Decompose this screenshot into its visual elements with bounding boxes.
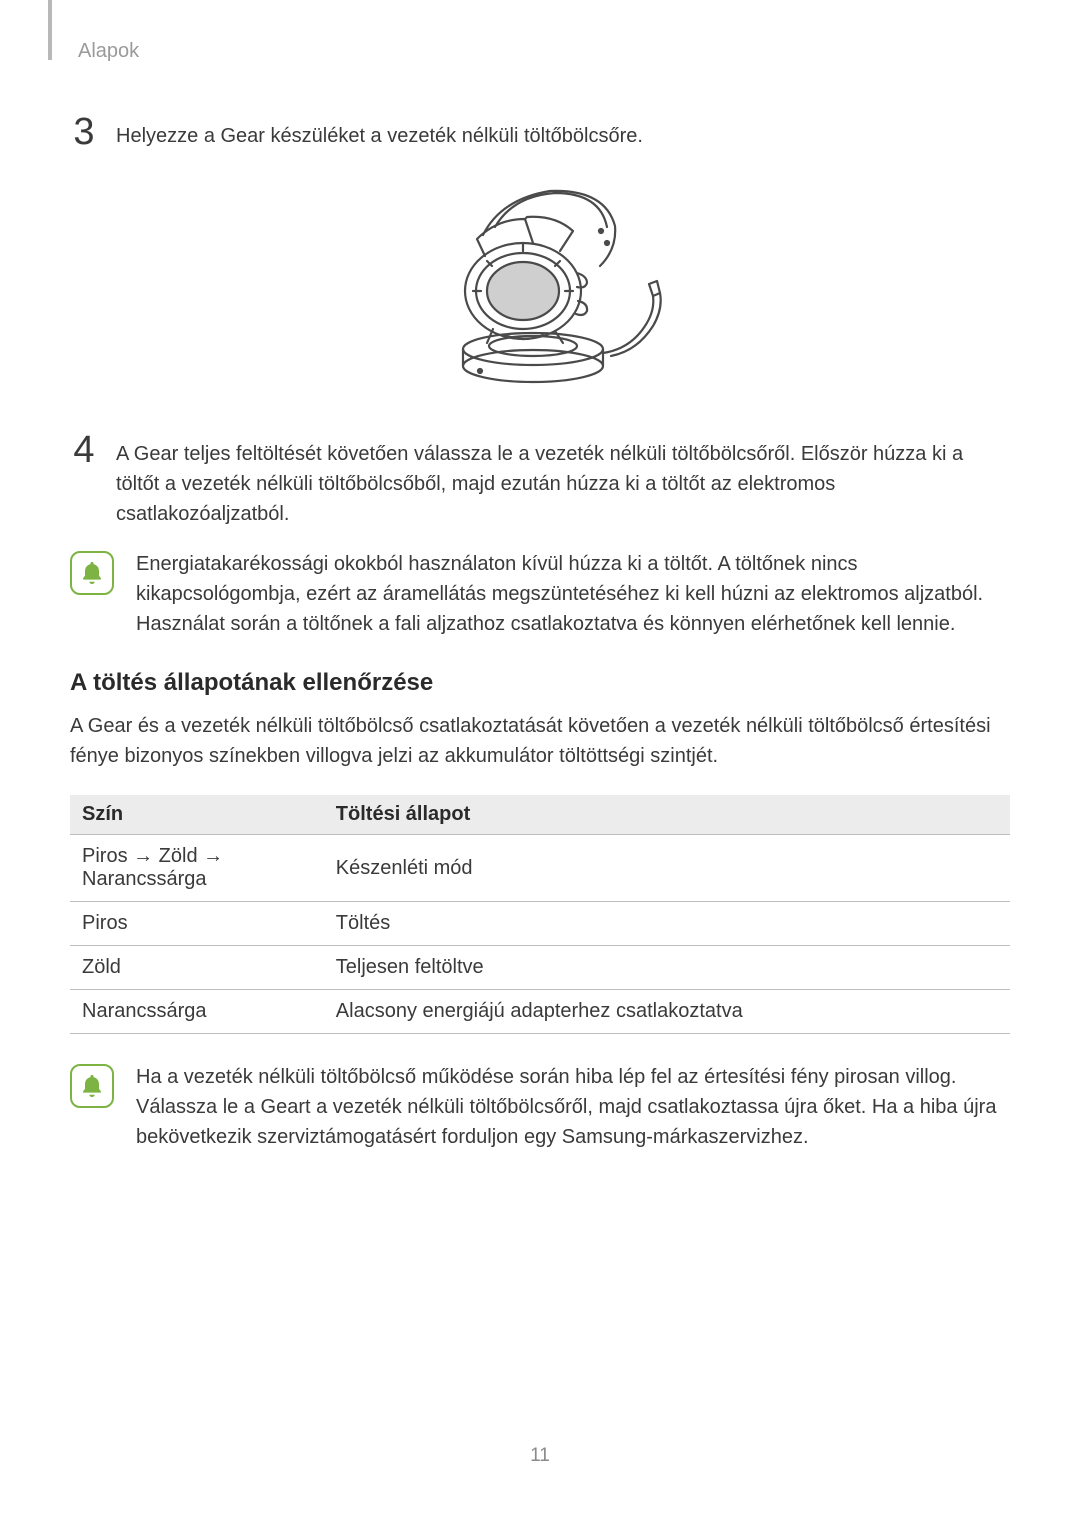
step-text: Helyezze a Gear készüléket a vezeték nél… (116, 113, 643, 151)
step-number: 4 (70, 431, 98, 469)
page-content: Alapok 3 Helyezze a Gear készüléket a ve… (0, 0, 1080, 1152)
cell-status: Teljesen feltöltve (324, 946, 1010, 990)
charging-status-heading: A töltés állapotának ellenőrzése (70, 669, 1010, 697)
step-text: A Gear teljes feltöltését követően válas… (116, 431, 1010, 529)
table-row: Piros → Zöld → Narancssárga Készenléti m… (70, 835, 1010, 902)
cell-color: Piros → Zöld → Narancssárga (70, 835, 324, 902)
cell-status: Készenléti mód (324, 835, 1010, 902)
note-text: Ha a vezeték nélküli töltőbölcső működés… (136, 1062, 1010, 1152)
note-text: Energiatakarékossági okokból használaton… (136, 549, 1010, 639)
cell-color: Zöld (70, 946, 324, 990)
bell-icon (70, 551, 114, 595)
charging-status-table: Szín Töltési állapot Piros → Zöld → Nara… (70, 795, 1010, 1034)
col-color: Szín (70, 795, 324, 835)
charging-status-intro: A Gear és a vezeték nélküli töltőbölcső … (70, 711, 1010, 771)
header-vertical-rule (48, 0, 52, 60)
cell-status: Töltés (324, 902, 1010, 946)
section-label: Alapok (78, 40, 1010, 63)
bell-icon (70, 1064, 114, 1108)
note-2: Ha a vezeték nélküli töltőbölcső működés… (70, 1062, 1010, 1152)
table-row: Zöld Teljesen feltöltve (70, 946, 1010, 990)
step-number: 3 (70, 113, 98, 151)
step-3: 3 Helyezze a Gear készüléket a vezeték n… (70, 113, 1010, 151)
col-status: Töltési állapot (324, 795, 1010, 835)
cell-status: Alacsony energiájú adapterhez csatlakozt… (324, 990, 1010, 1034)
table-row: Narancssárga Alacsony energiájú adapterh… (70, 990, 1010, 1034)
page-number: 11 (0, 1445, 1080, 1467)
note-1: Energiatakarékossági okokból használaton… (70, 549, 1010, 639)
cell-color: Narancssárga (70, 990, 324, 1034)
watch-dock-illustration (70, 171, 1010, 401)
cell-color: Piros (70, 902, 324, 946)
table-row: Piros Töltés (70, 902, 1010, 946)
table-header-row: Szín Töltési állapot (70, 795, 1010, 835)
step-4: 4 A Gear teljes feltöltését követően vál… (70, 431, 1010, 529)
